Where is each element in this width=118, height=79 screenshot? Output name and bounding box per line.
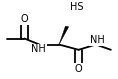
- Text: HS: HS: [70, 2, 84, 12]
- Polygon shape: [59, 26, 69, 45]
- Text: NH: NH: [32, 44, 46, 54]
- Text: O: O: [75, 64, 82, 74]
- Text: NH: NH: [90, 35, 104, 45]
- Text: O: O: [21, 14, 28, 24]
